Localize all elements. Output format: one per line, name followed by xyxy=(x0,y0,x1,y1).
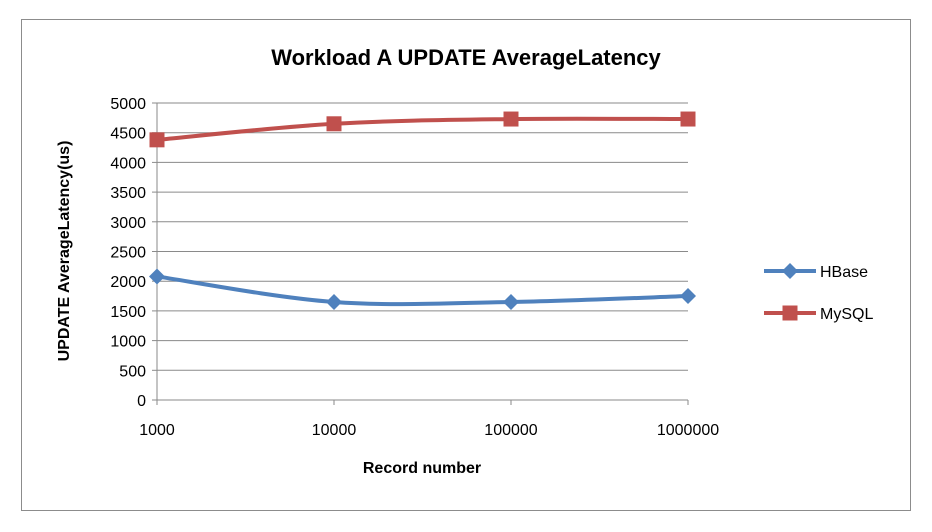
data-point-hbase xyxy=(680,288,696,305)
x-tick-label: 1000000 xyxy=(657,422,719,439)
data-point-mysql xyxy=(326,116,342,132)
data-point-mysql xyxy=(680,111,696,127)
legend-marker-hbase xyxy=(782,263,798,279)
x-tick-label: 10000 xyxy=(312,422,357,439)
data-point-mysql xyxy=(503,111,519,127)
y-axis-label: UPDATE AverageLatency(us) xyxy=(56,141,73,362)
legend-item-hbase: HBase xyxy=(764,263,868,281)
legend-item-mysql: MySQL xyxy=(764,305,873,323)
gridlines xyxy=(157,102,688,371)
data-point-mysql xyxy=(149,132,165,148)
y-tick-label: 1000 xyxy=(110,334,146,351)
legend-marker-mysql xyxy=(782,305,798,321)
legend-label-hbase: HBase xyxy=(820,264,868,281)
x-tick-label: 1000 xyxy=(139,422,175,439)
data-point-hbase xyxy=(503,293,519,310)
chart-title: Workload A UPDATE AverageLatency xyxy=(271,45,661,70)
y-tick-label: 4000 xyxy=(110,155,146,172)
y-tick-label: 4500 xyxy=(110,126,146,143)
series-hbase xyxy=(149,268,696,310)
y-tick-label: 5000 xyxy=(110,96,146,113)
x-axis-ticks: 1000 10000 100000 1000000 xyxy=(139,400,719,439)
line-chart: Workload A UPDATE AverageLatency 0 500 100… xyxy=(56,45,873,477)
y-axis-ticks: 0 500 1000 1500 2000 2500 3000 3500 4000 4500 5000 xyxy=(110,96,157,410)
y-tick-label: 3000 xyxy=(110,215,146,232)
y-tick-label: 3500 xyxy=(110,185,146,202)
legend: HBase MySQL xyxy=(764,263,873,323)
series-mysql xyxy=(149,111,696,148)
series xyxy=(149,111,696,310)
x-axis-label: Record number xyxy=(363,460,481,477)
y-tick-label: 1500 xyxy=(110,304,146,321)
axes xyxy=(156,103,688,401)
y-tick-label: 2500 xyxy=(110,245,146,262)
y-tick-label: 500 xyxy=(119,363,146,380)
legend-label-mysql: MySQL xyxy=(820,306,873,323)
y-tick-label: 0 xyxy=(137,393,146,410)
series-line-hbase xyxy=(156,274,689,307)
series-line-mysql xyxy=(156,116,689,142)
x-tick-label: 100000 xyxy=(484,422,537,439)
y-tick-label: 2000 xyxy=(110,274,146,291)
data-point-hbase xyxy=(326,293,342,310)
chart-area: Workload A UPDATE AverageLatency 0 500 100… xyxy=(21,19,911,511)
data-point-hbase xyxy=(149,268,165,285)
